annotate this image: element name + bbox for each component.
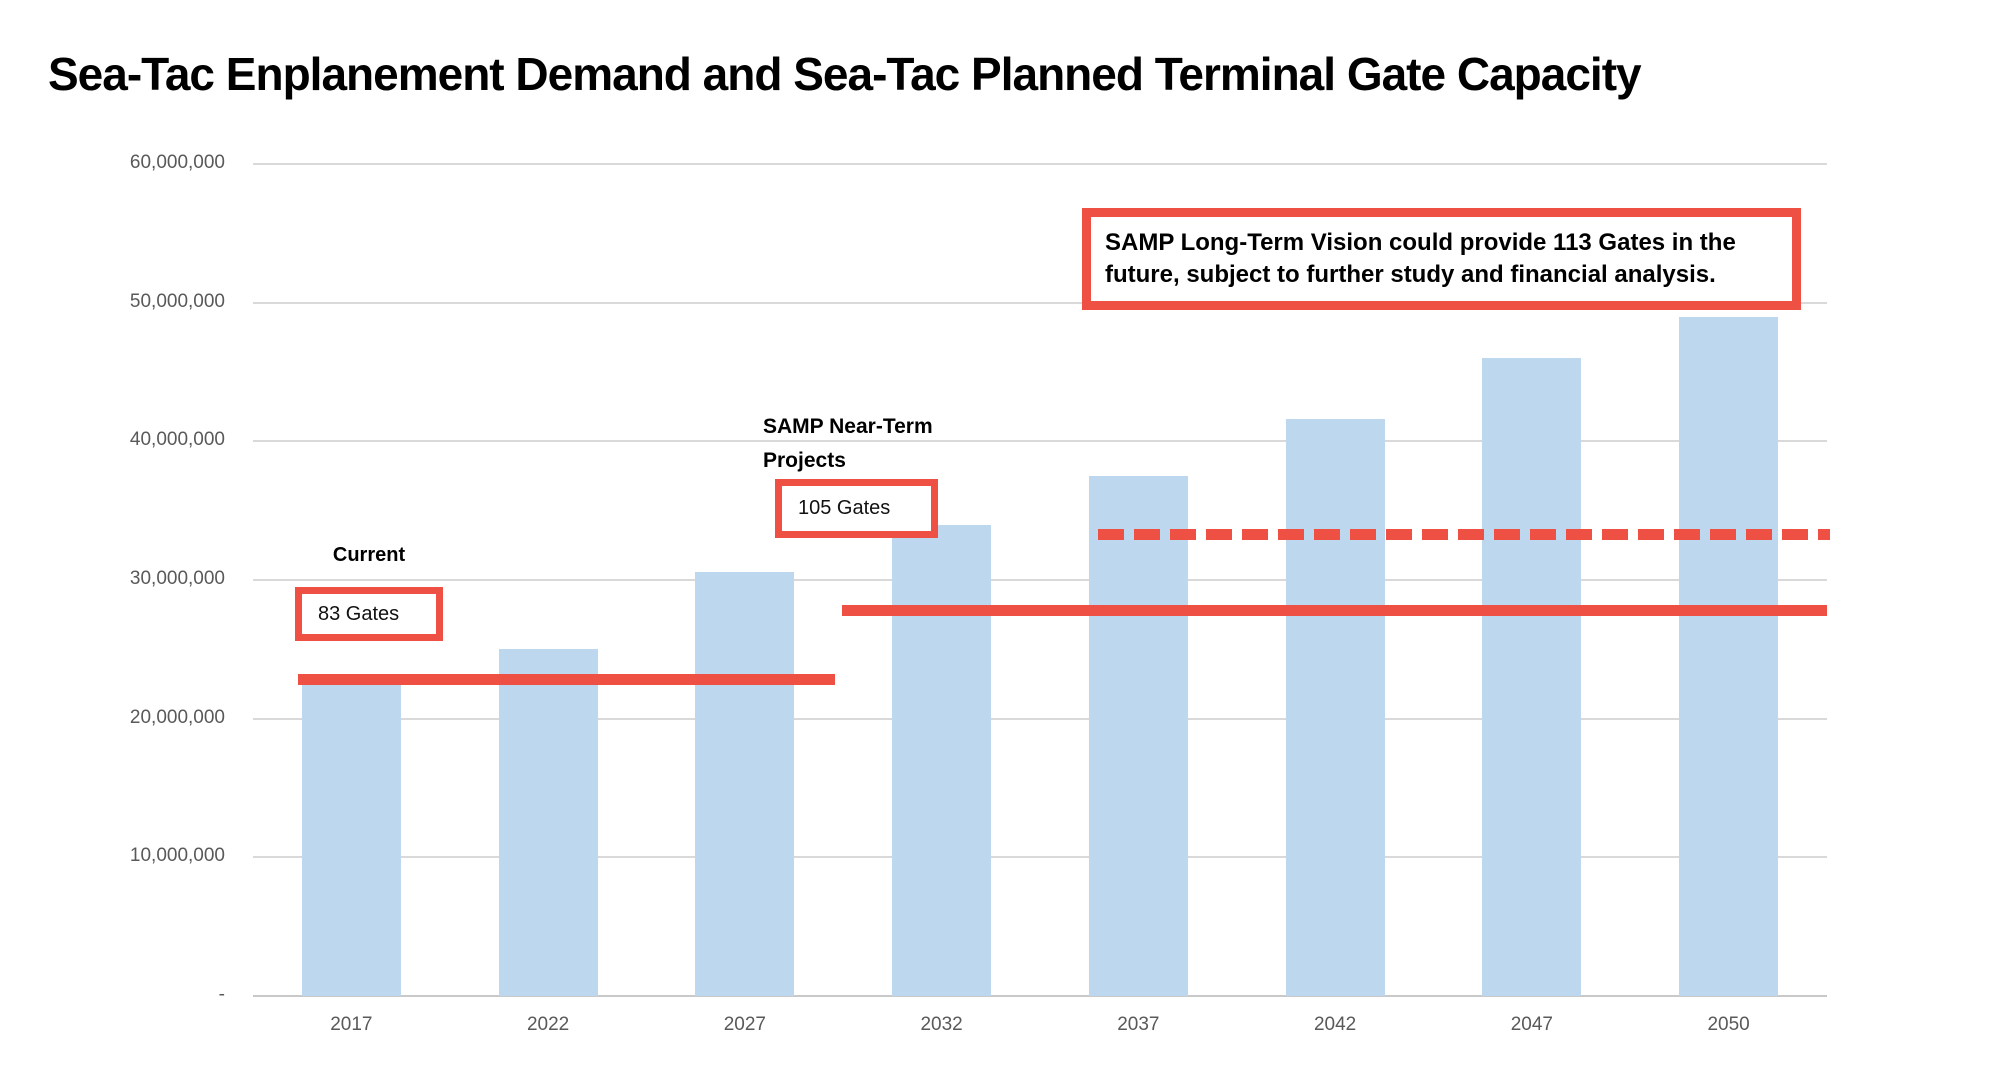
y-axis-tick-label: 60,000,000 <box>129 152 225 173</box>
gridline <box>253 163 1827 165</box>
x-axis-tick-label: 2027 <box>723 1014 767 1035</box>
chart-title: Sea-Tac Enplanement Demand and Sea-Tac P… <box>48 47 1642 100</box>
capacity-line-105-gates <box>842 605 1827 616</box>
demand-bar-2047 <box>1482 358 1582 996</box>
x-axis-tick-label: 2050 <box>1707 1014 1750 1035</box>
x-axis-tick-label: 2032 <box>920 1014 963 1035</box>
near-term-gates-box: 105 Gates <box>775 479 938 538</box>
x-axis-line <box>253 995 1827 997</box>
current-gates-box: 83 Gates <box>295 587 443 641</box>
gridline <box>253 301 1827 304</box>
near-term-projects-label: SAMP Near-Term Projects <box>763 415 933 472</box>
demand-bar-2017 <box>301 684 401 996</box>
demand-bar-2037 <box>1088 476 1188 996</box>
current-gates-text: 83 Gates <box>318 602 400 625</box>
x-axis-tick-label: 2042 <box>1313 1014 1357 1035</box>
x-axis-tick-label: 2037 <box>1117 1014 1160 1035</box>
long-term-vision-note: SAMP Long-Term Vision could provide 113 … <box>1082 208 1801 310</box>
near-term-gates-text: 105 Gates <box>798 497 891 519</box>
capacity-line-113-gates <box>1098 528 1830 540</box>
x-axis-tick-label: 2017 <box>330 1014 373 1035</box>
demand-bar-2050 <box>1679 316 1779 996</box>
demand-bar-2032 <box>892 524 992 996</box>
gridline <box>253 717 1827 720</box>
y-axis-tick-label: 10,000,000 <box>129 845 225 867</box>
capacity-line-83-gates <box>298 674 835 686</box>
x-axis-tick-label: 2047 <box>1510 1014 1554 1035</box>
y-axis-tick-label: 50,000,000 <box>129 290 225 312</box>
demand-bar-2027 <box>695 571 795 996</box>
gridline <box>253 440 1827 443</box>
y-axis-tick-label: 30,000,000 <box>129 568 225 589</box>
demand-bar-2022 <box>498 649 598 996</box>
gridline <box>253 856 1827 859</box>
y-axis-tick-label: 20,000,000 <box>129 706 225 728</box>
demand-bar-2042 <box>1285 419 1385 996</box>
y-axis-tick-label: - <box>218 984 225 1005</box>
x-axis-tick-label: 2022 <box>526 1014 570 1035</box>
current-capacity-label: Current <box>332 544 406 566</box>
y-axis-tick-label: 40,000,000 <box>129 429 225 451</box>
gridline <box>253 579 1827 581</box>
long-term-vision-text: SAMP Long-Term Vision could provide 113 … <box>1105 229 1736 288</box>
